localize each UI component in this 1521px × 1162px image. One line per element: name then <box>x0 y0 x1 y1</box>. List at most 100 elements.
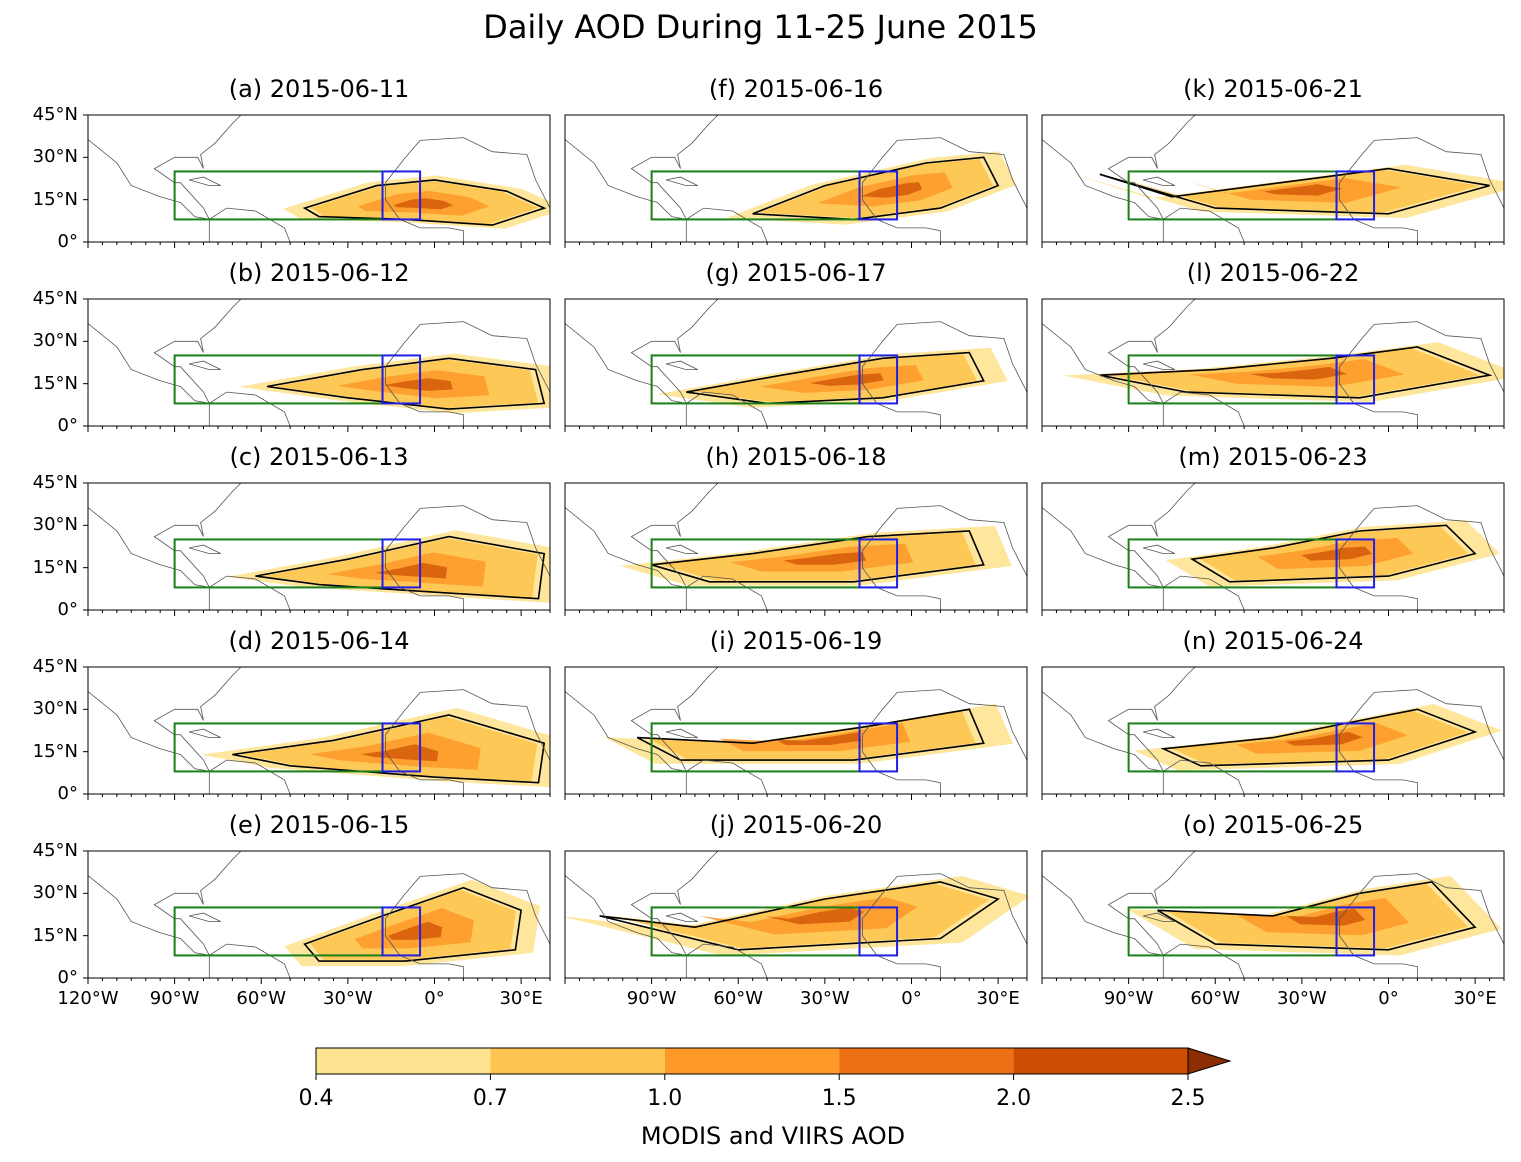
lat-tick-label: 15°N <box>32 556 78 578</box>
lat-tick-label: 45°N <box>32 472 78 493</box>
lat-tick-label: 0° <box>57 599 78 620</box>
colorbar-segment <box>316 1048 491 1074</box>
panel-title: (j) 2015-06-20 <box>709 811 883 839</box>
lon-tick-label: 30°W <box>800 988 850 1009</box>
coastline <box>665 360 698 371</box>
coastline <box>665 912 698 922</box>
coastline <box>1042 851 1196 956</box>
colorbar-title: MODIS and VIIRS AOD <box>640 1122 906 1150</box>
panel-title: (a) 2015-06-11 <box>228 75 410 103</box>
coastline <box>188 728 221 738</box>
aod-contour <box>232 714 546 784</box>
map-panel <box>1041 298 1505 432</box>
coastline <box>208 391 291 426</box>
blue-region-box <box>858 354 899 405</box>
lon-tick-label: 120°W <box>57 988 119 1009</box>
aod-field-peak <box>861 182 923 198</box>
aod-field-peak <box>774 732 862 745</box>
colorbar-segment <box>664 1048 840 1074</box>
aod-field-peak <box>374 562 448 579</box>
lat-tick-label: 45°N <box>32 104 78 125</box>
panel-title: (n) 2015-06-24 <box>1182 627 1364 655</box>
panel-title: (k) 2015-06-21 <box>1183 75 1363 103</box>
coastline <box>685 575 768 610</box>
lat-tick-label: 0° <box>57 967 78 988</box>
coastline <box>384 137 550 242</box>
lon-tick-label: 30°W <box>1277 988 1327 1009</box>
coastline <box>384 505 550 610</box>
panel-title: (f) 2015-06-16 <box>708 75 884 103</box>
panel-title: (e) 2015-06-15 <box>228 811 410 839</box>
lat-tick-label: 0° <box>57 231 78 252</box>
panel-title: (g) 2015-06-17 <box>705 259 887 287</box>
coastline <box>862 689 1027 794</box>
map-panel <box>564 666 1028 800</box>
map-panel <box>83 666 551 800</box>
aod-field-peak <box>1285 908 1366 926</box>
coastline <box>862 505 1027 610</box>
lon-tick-label: 60°W <box>713 988 764 1009</box>
blue-region-box <box>858 722 899 773</box>
coastline <box>1042 483 1196 588</box>
panel-title: (m) 2015-06-23 <box>1178 443 1368 471</box>
coastline <box>208 575 291 610</box>
aod-field-peak <box>388 921 443 940</box>
coastline <box>88 851 242 956</box>
coastline <box>1042 667 1196 772</box>
aod-field-peak <box>360 744 439 762</box>
coastline <box>188 912 221 922</box>
coastline <box>88 115 242 220</box>
lat-tick-label: 30°N <box>32 514 78 536</box>
lat-tick-label: 0° <box>57 783 78 804</box>
lon-tick-label: 60°W <box>1190 988 1241 1009</box>
coastline <box>665 544 698 554</box>
coastline <box>1339 689 1504 794</box>
coastline <box>862 873 1027 978</box>
coastline <box>565 483 719 588</box>
aod-field-peak <box>764 907 865 925</box>
aod-contour <box>266 357 546 410</box>
map-panel <box>1041 482 1505 616</box>
lon-tick-label: 0° <box>1378 988 1399 1009</box>
blue-region-box <box>1335 170 1376 221</box>
lon-tick-label: 30°E <box>499 988 543 1009</box>
coastline <box>208 759 291 794</box>
aod-field-peak <box>1249 366 1348 380</box>
aod-contour <box>255 535 546 600</box>
coastline <box>565 115 719 220</box>
coastline <box>1142 728 1175 738</box>
coastline <box>1339 137 1504 242</box>
blue-region-box <box>1335 538 1376 589</box>
coastline <box>665 176 698 187</box>
coastline <box>208 943 291 978</box>
lat-tick-label: 15°N <box>32 740 78 762</box>
aod-field-peak <box>393 198 454 210</box>
blue-region-box <box>381 354 422 405</box>
lat-tick-label: 45°N <box>32 840 78 861</box>
lat-tick-label: 45°N <box>32 288 78 309</box>
map-panel <box>83 850 551 984</box>
coastline <box>1162 943 1245 978</box>
aod-field-peak <box>383 378 453 391</box>
coastline <box>1339 321 1504 426</box>
coastline <box>88 483 242 588</box>
blue-region-box <box>381 722 422 773</box>
map-panel <box>564 850 1028 984</box>
map-panel <box>83 298 551 432</box>
colorbar-tick-label: 2.5 <box>1170 1086 1206 1111</box>
lon-tick-label: 30°W <box>323 988 373 1009</box>
panel-title: (h) 2015-06-18 <box>705 443 887 471</box>
panel-title: (c) 2015-06-13 <box>229 443 409 471</box>
coastline <box>862 321 1027 426</box>
coastline <box>88 299 242 404</box>
coastline <box>665 728 698 738</box>
aod-contour <box>636 708 985 761</box>
colorbar-frame <box>315 1047 1189 1075</box>
coastline <box>1142 176 1175 187</box>
coastline <box>1142 544 1175 554</box>
aod-contour <box>599 881 1000 951</box>
colorbar-segment <box>839 1048 1014 1074</box>
blue-region-box <box>381 906 422 957</box>
coastline <box>384 689 550 794</box>
